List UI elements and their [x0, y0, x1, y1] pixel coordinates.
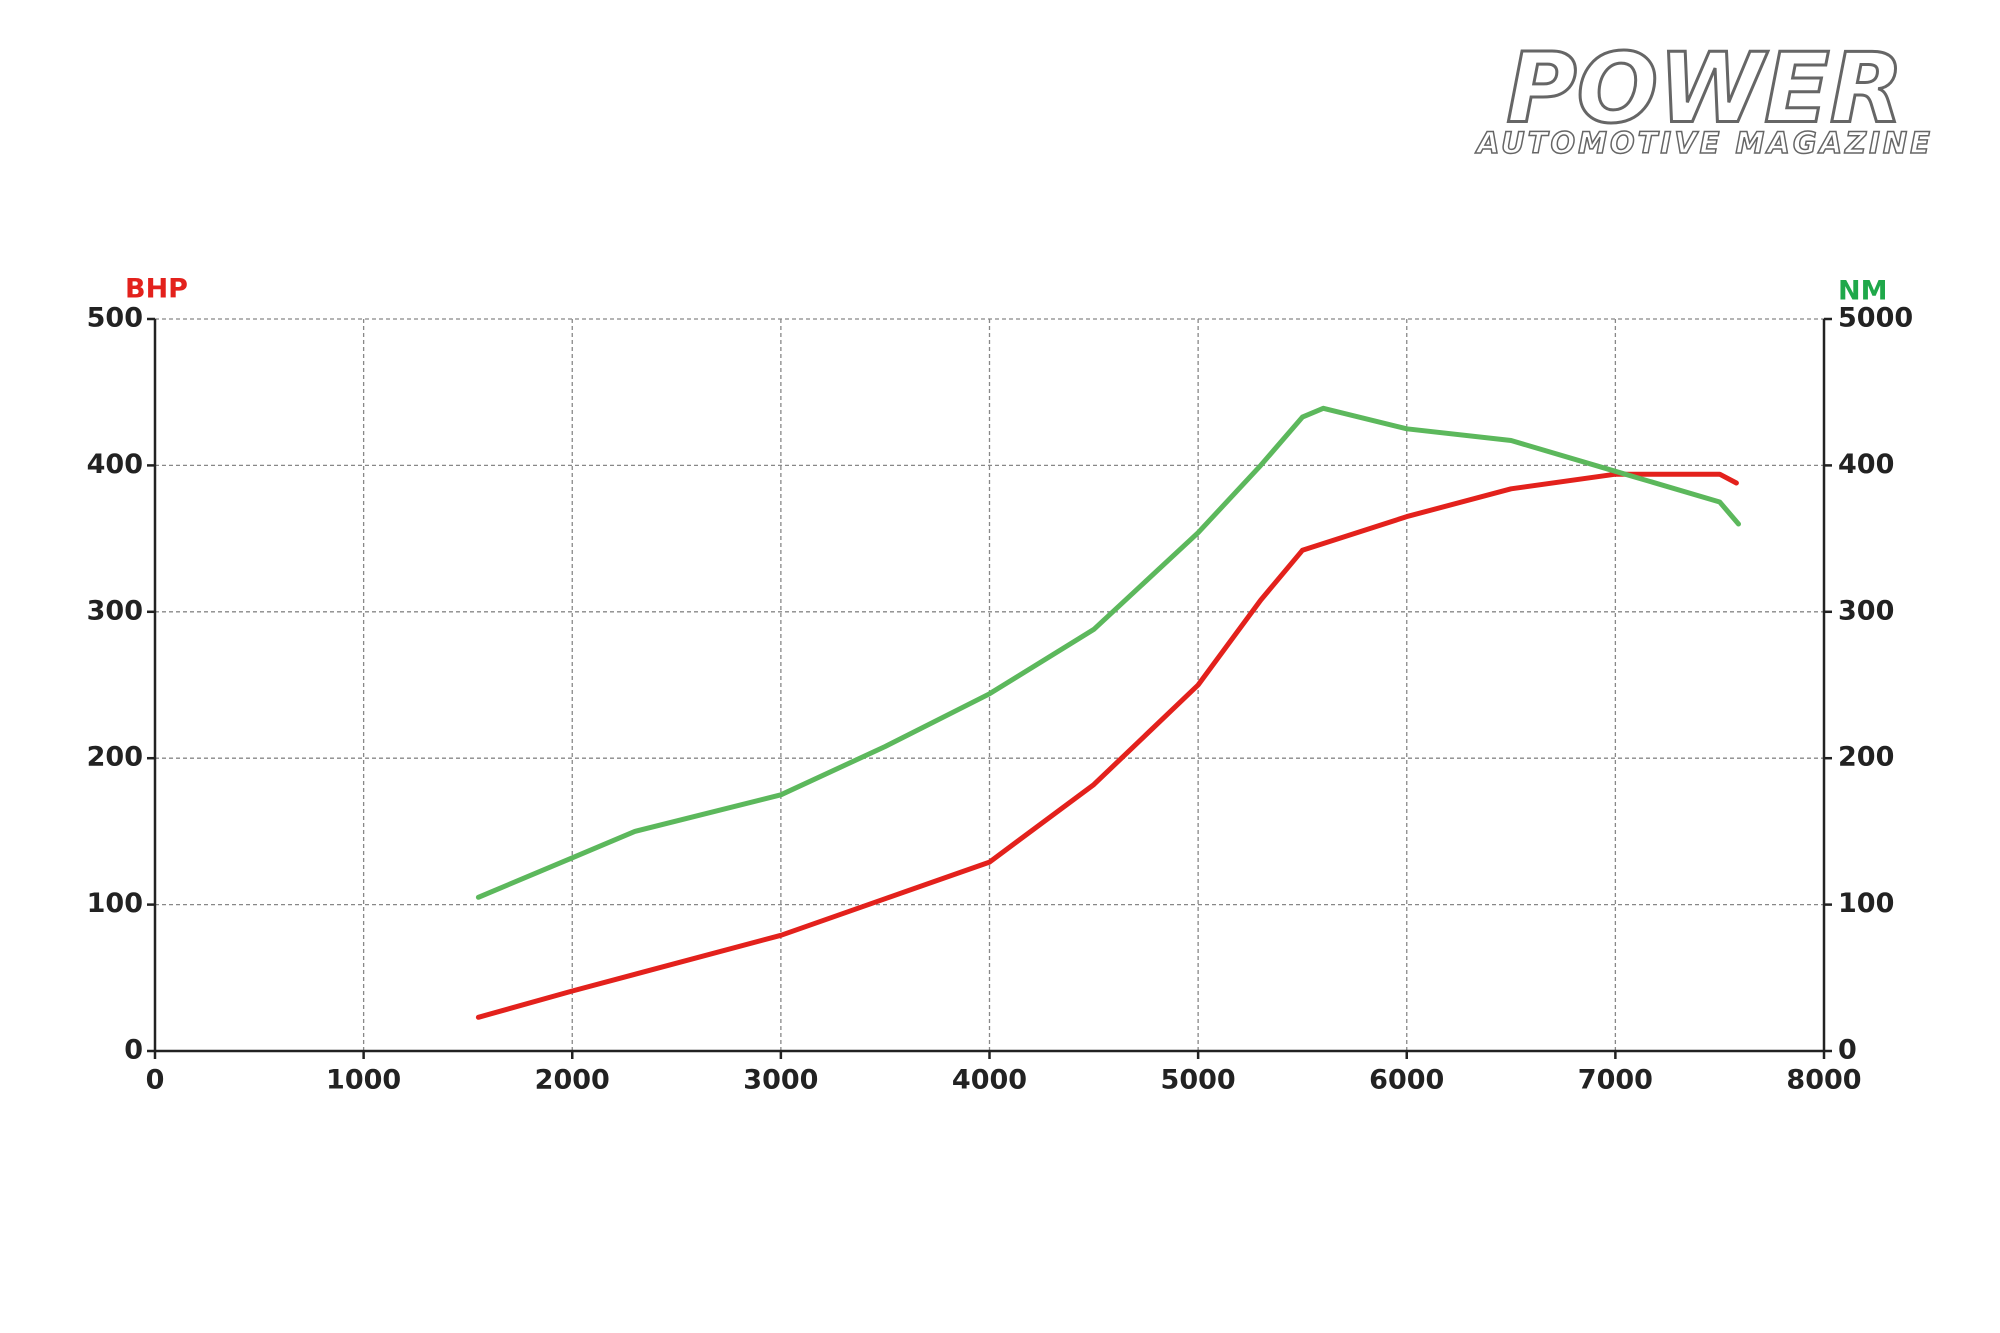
y-tick-label: 300: [87, 595, 143, 626]
x-tick-label: 7000: [1578, 1065, 1653, 1096]
y-tick-label: 100: [87, 888, 143, 919]
x-tick-label: 8000: [1786, 1065, 1861, 1096]
x-tick-label: 3000: [743, 1065, 818, 1096]
series-line: [475, 405, 1741, 900]
y-tick-label: 400: [87, 449, 143, 480]
x-tick-label: 1000: [326, 1065, 401, 1096]
x-tick-label: 6000: [1369, 1065, 1444, 1096]
y-tick-label: 500: [87, 303, 143, 334]
y-tick-label: 0: [124, 1035, 143, 1066]
y2-tick-label: 5000: [1838, 303, 1913, 334]
y2-tick-label: 400: [1838, 449, 1894, 480]
y2-tick-label: 200: [1838, 742, 1894, 773]
y2-tick-label: 100: [1838, 888, 1894, 919]
y-axis-title: BHP: [125, 274, 188, 305]
x-tick-label: 2000: [535, 1065, 610, 1096]
x-tick-label: 4000: [952, 1065, 1027, 1096]
brand-name: POWER: [1506, 32, 1903, 144]
y-tick-label: 200: [87, 742, 143, 773]
series-line: [475, 471, 1739, 1020]
x-tick-label: 0: [146, 1065, 165, 1096]
y2-axis-title: NM: [1838, 276, 1887, 307]
y2-tick-label: 0: [1838, 1035, 1857, 1066]
x-tick-label: 5000: [1161, 1065, 1236, 1096]
brand-tagline: AUTOMOTIVE MAGAZINE: [1475, 126, 1933, 160]
y2-tick-label: 300: [1838, 595, 1894, 626]
